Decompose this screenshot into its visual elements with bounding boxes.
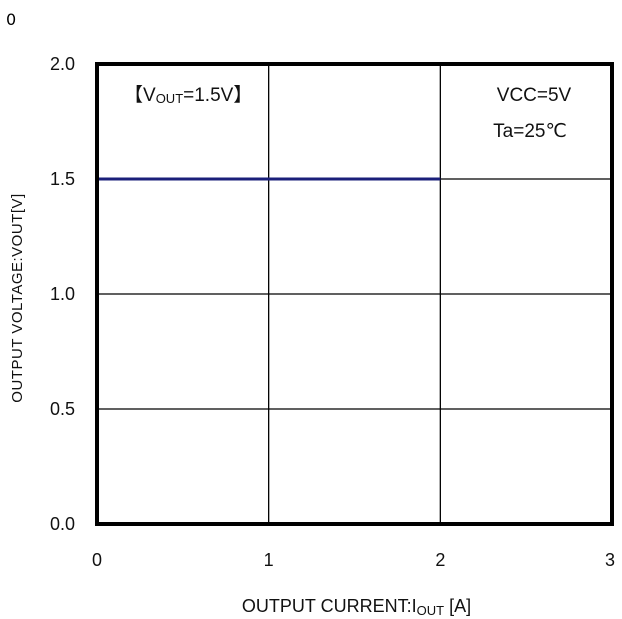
y-tick-label: 2.0 — [50, 54, 75, 74]
y-axis-label: OUTPUT VOLTAGE:VOUT[V] — [9, 193, 26, 402]
condition-prefix: 【V — [124, 84, 156, 106]
x-axis-label: OUTPUT CURRENT:IOUT [A] — [242, 596, 471, 618]
x-tick-label: 2 — [435, 550, 445, 570]
y-tick-label: 1.5 — [50, 169, 75, 189]
y-tick-labels: 0.0 0.5 1.0 1.5 2.0 — [50, 54, 75, 534]
corner-label: 0 — [6, 10, 17, 29]
x-tick-labels: 0 1 2 3 — [92, 550, 615, 570]
ta-annotation: Ta=25℃ — [493, 121, 567, 142]
plot-frame — [95, 62, 614, 526]
x-axis-label-main: OUTPUT CURRENT:I — [242, 596, 417, 616]
condition-value: =1.5V】 — [183, 84, 252, 106]
x-axis-label-sub: OUT — [417, 603, 445, 618]
condition-sub: OUT — [156, 91, 184, 106]
y-tick-label: 0.5 — [50, 399, 75, 419]
x-tick-label: 0 — [92, 550, 102, 570]
x-tick-label: 1 — [264, 550, 274, 570]
x-tick-label: 3 — [605, 550, 615, 570]
x-axis-label-unit: [A] — [444, 596, 471, 616]
condition-annotation: 【VOUT=1.5V】 — [124, 84, 252, 106]
y-tick-label: 1.0 — [50, 284, 75, 304]
y-tick-label: 0.0 — [50, 514, 75, 534]
vcc-annotation: VCC=5V — [497, 85, 572, 106]
